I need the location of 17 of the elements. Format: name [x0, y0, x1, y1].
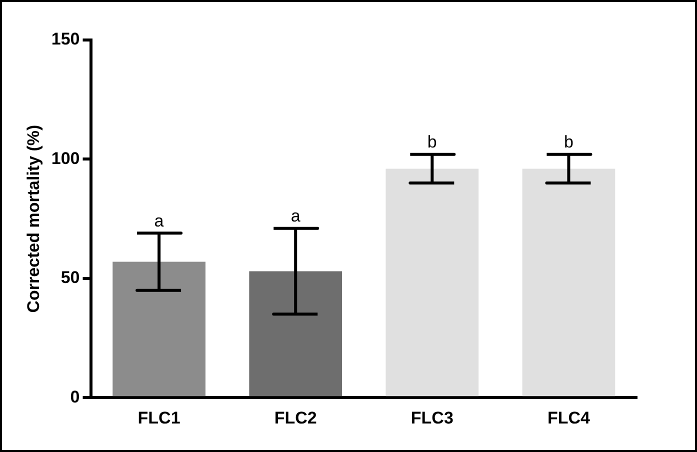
- x-tick-label: FLC4: [547, 408, 591, 428]
- annotation: b: [427, 132, 437, 152]
- y-axis-title: Corrected mortality (%): [24, 124, 43, 313]
- annotation: a: [290, 206, 301, 226]
- bar: [386, 168, 479, 396]
- annotation: b: [564, 132, 574, 152]
- bar: [249, 271, 342, 396]
- bar: [522, 168, 616, 396]
- y-tick-label: 150: [51, 30, 80, 49]
- bar: [112, 262, 206, 396]
- annotation: a: [154, 211, 164, 230]
- x-tick-label: FLC2: [274, 408, 317, 428]
- y-tick-label: 0: [70, 387, 80, 406]
- x-tick-label: FLC3: [410, 408, 454, 428]
- y-tick-label: 50: [60, 268, 80, 288]
- x-tick-label: FLC1: [138, 408, 180, 428]
- y-tick-label: 100: [51, 148, 80, 168]
